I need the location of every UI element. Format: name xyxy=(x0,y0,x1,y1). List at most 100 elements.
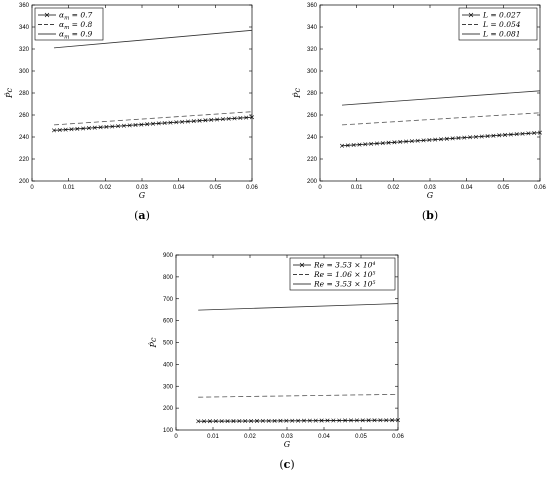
cross-marker xyxy=(372,418,377,423)
cross-marker xyxy=(162,121,167,126)
cross-marker xyxy=(180,119,185,124)
cross-marker xyxy=(98,125,103,130)
cross-marker xyxy=(197,118,202,123)
cross-marker xyxy=(121,123,126,128)
cross-marker xyxy=(92,125,97,130)
legend-entry-label: L = 0.054 xyxy=(482,20,521,29)
cross-marker xyxy=(232,116,237,121)
cross-marker xyxy=(238,115,243,120)
cross-marker xyxy=(290,418,295,423)
cross-marker xyxy=(116,124,121,129)
cross-marker xyxy=(145,122,150,127)
legend-entry-label: Re = 3.53 × 10⁵ xyxy=(313,280,375,289)
cross-marker xyxy=(174,120,179,125)
x-tick-label: 0.01 xyxy=(351,185,363,191)
cross-marker xyxy=(398,139,403,144)
panel-label: (a) xyxy=(134,209,150,222)
y-tick-label: 100 xyxy=(163,428,174,434)
cross-marker xyxy=(237,419,242,424)
cross-marker xyxy=(110,124,115,129)
y-tick-label: 360 xyxy=(307,3,318,9)
panel-label: (c) xyxy=(279,458,294,471)
x-tick-label: 0.05 xyxy=(497,185,509,191)
cross-marker xyxy=(508,132,513,137)
y-tick-label: 260 xyxy=(307,113,318,119)
cross-marker xyxy=(207,419,212,424)
x-tick-label: 0.01 xyxy=(207,434,219,440)
legend-cross-marker xyxy=(468,12,474,18)
cross-marker xyxy=(462,135,467,140)
y-tick-label: 600 xyxy=(163,319,174,325)
cross-marker xyxy=(384,418,389,423)
y-tick-label: 700 xyxy=(163,297,174,303)
y-tick-label: 200 xyxy=(163,406,174,412)
cross-marker xyxy=(196,419,201,424)
cross-marker xyxy=(378,418,383,423)
cross-marker xyxy=(260,418,265,423)
y-tick-label: 220 xyxy=(19,157,30,163)
cross-marker xyxy=(75,126,80,131)
legend-entry-label: L = 0.027 xyxy=(482,11,521,20)
cross-marker xyxy=(57,127,62,133)
x-tick-label: 0.04 xyxy=(461,185,473,191)
legend-box xyxy=(34,7,104,41)
cross-marker xyxy=(301,418,306,423)
series-line-2 xyxy=(341,90,541,106)
cross-marker xyxy=(202,419,207,424)
y-tick-label: 900 xyxy=(163,253,174,259)
cross-marker xyxy=(395,418,401,423)
x-tick-label: 0 xyxy=(30,185,34,191)
legend-entry-label: Re = 3.53 × 10⁴ xyxy=(313,261,375,270)
cross-marker xyxy=(219,419,224,424)
y-tick-label: 200 xyxy=(19,179,30,185)
series-line-1 xyxy=(198,393,399,398)
cross-marker xyxy=(51,128,57,133)
cross-marker xyxy=(215,117,220,122)
cross-marker xyxy=(139,122,144,127)
series-line-2 xyxy=(53,29,253,49)
cross-marker xyxy=(427,137,432,142)
chart-panel-c: 0 0.01 0.02 0.03 0.04 0.05 0.06 100 200 300 400 500… xyxy=(149,253,404,449)
cross-marker xyxy=(313,418,318,423)
legend-entry-label: αm = 0.9 xyxy=(59,30,93,41)
cross-marker xyxy=(473,134,478,139)
cross-marker xyxy=(325,418,330,423)
legend-cross-marker xyxy=(299,262,305,268)
y-tick-label: 300 xyxy=(163,384,174,390)
cross-marker xyxy=(526,131,531,136)
x-tick-label: 0.04 xyxy=(173,185,185,191)
legend-entry-label: αm = 0.8 xyxy=(59,20,93,31)
cross-marker xyxy=(127,123,132,128)
y-tick-label: 240 xyxy=(19,135,30,141)
x-tick-label: 0 xyxy=(174,434,178,440)
x-tick-label: 0.01 xyxy=(63,185,75,191)
cross-marker xyxy=(360,418,365,423)
y-tick-label: 800 xyxy=(163,275,174,281)
y-tick-label: 220 xyxy=(307,157,318,163)
cross-marker xyxy=(421,138,426,143)
cross-marker xyxy=(104,124,109,129)
x-tick-label: 0.03 xyxy=(424,185,436,191)
cross-marker xyxy=(150,121,156,126)
cross-marker xyxy=(168,120,173,125)
legend: αm = 0.7αm = 0.8αm = 0.9 xyxy=(34,7,104,41)
cross-marker xyxy=(225,419,230,424)
cross-marker xyxy=(386,140,391,145)
cross-marker xyxy=(278,418,283,423)
y-tick-label: 300 xyxy=(307,69,318,75)
cross-marker xyxy=(491,133,496,138)
cross-marker xyxy=(284,418,289,423)
x-tick-label: 0.04 xyxy=(318,434,330,440)
y-axis-label: P̂c xyxy=(5,88,14,99)
y-axis-label: P̂c xyxy=(293,88,302,99)
cross-marker xyxy=(415,138,420,143)
series-line-1 xyxy=(53,111,253,126)
cross-marker xyxy=(503,132,508,137)
x-tick-label: 0.05 xyxy=(355,434,367,440)
x-tick-label: 0.02 xyxy=(387,185,399,191)
cross-marker xyxy=(433,137,438,142)
cross-marker xyxy=(213,419,218,424)
legend-entry-label: αm = 0.7 xyxy=(59,11,93,22)
